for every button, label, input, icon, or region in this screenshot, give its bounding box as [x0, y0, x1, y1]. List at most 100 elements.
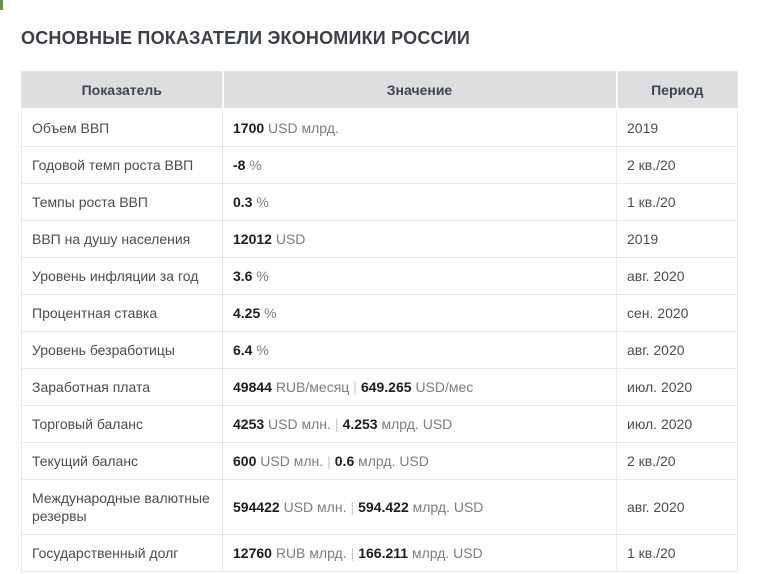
table-row: Темпы роста ВВП 0.3 % 1 кв./20 — [21, 183, 738, 221]
table-row: Текущий баланс 600 USD млн. | 0.6 млрд. US… — [21, 442, 738, 480]
value-separator — [269, 194, 277, 210]
value-primary-unit: % — [256, 268, 269, 284]
indicator-cell: Процентная ставка — [21, 294, 223, 332]
value-separator — [305, 231, 313, 247]
value-primary: 594422 — [233, 499, 280, 515]
value-secondary: 166.211 — [358, 545, 409, 561]
value-separator — [339, 120, 347, 136]
value-separator: | — [350, 545, 355, 561]
value-primary: 600 — [233, 453, 257, 469]
indicator-cell: Объем ВВП — [21, 108, 223, 147]
value-separator: | — [327, 453, 331, 469]
period-cell: 2 кв./20 — [616, 146, 738, 184]
value-secondary-unit: млрд. USD — [412, 499, 484, 515]
value-secondary: 594.422 — [358, 499, 409, 515]
indicator-cell: Международные валютные резервы — [21, 479, 223, 535]
table-row: Процентная ставка 4.25 % сен. 2020 — [21, 294, 738, 332]
indicator-cell: Уровень безработицы — [21, 331, 223, 369]
value-cell: 3.6 % — [222, 257, 617, 295]
indicator-cell: Торговый баланс — [21, 405, 223, 443]
value-primary: -8 — [233, 157, 246, 173]
period-cell: 2019 — [616, 108, 738, 147]
header-indicator: Показатель — [21, 71, 223, 110]
period-cell: 1 кв./20 — [616, 534, 738, 572]
period-cell: июл. 2020 — [616, 368, 738, 406]
table-row: Торговый баланс 4253 USD млн. | 4.253 млрд… — [21, 405, 738, 443]
table-body: Объем ВВП 1700 USD млрд. 2019 Годовой те… — [21, 108, 738, 572]
indicator-cell: Государственный долг — [21, 534, 223, 572]
value-secondary-unit: млрд. USD — [358, 453, 429, 469]
value-secondary-unit: USD/мес — [415, 379, 474, 395]
table-row: Государственный долг 12760 RUB млрд. | 166… — [21, 534, 738, 572]
value-cell: 49844 RUB/месяц | 649.265 USD/мес — [222, 368, 617, 406]
table-row: Уровень инфляции за год 3.6 % авг. 2020 — [21, 257, 738, 295]
value-primary-unit: RUB млрд. — [275, 545, 347, 561]
period-cell: июл. 2020 — [616, 405, 738, 443]
value-separator: | — [353, 379, 357, 395]
period-cell: авг. 2020 — [616, 331, 738, 369]
period-cell: сен. 2020 — [616, 294, 738, 332]
value-secondary: 4.253 — [342, 416, 378, 432]
value-primary-unit: USD млн. — [260, 453, 324, 469]
table-row: Годовой темп роста ВВП -8 % 2 кв./20 — [21, 146, 738, 184]
value-primary: 12760 — [233, 545, 272, 561]
table-row: Уровень безработицы 6.4 % авг. 2020 — [21, 331, 738, 369]
value-cell: 12012 USD — [222, 220, 617, 258]
value-separator: | — [350, 499, 355, 515]
value-primary: 49844 — [233, 379, 272, 395]
value-primary: 6.4 — [233, 342, 253, 358]
value-primary-unit: USD млн. — [268, 416, 331, 432]
value-cell: -8 % — [222, 146, 617, 184]
value-primary-unit: % — [256, 194, 269, 210]
value-cell: 6.4 % — [222, 331, 617, 369]
value-secondary-unit: млрд. USD — [381, 416, 453, 432]
indicator-cell: Заработная плата — [21, 368, 223, 406]
value-secondary: 0.6 — [334, 453, 355, 469]
table-row: Международные валютные резервы 594422 US… — [21, 479, 738, 535]
value-cell: 4.25 % — [222, 294, 617, 332]
period-cell: авг. 2020 — [616, 257, 738, 295]
value-cell: 600 USD млн. | 0.6 млрд. USD — [222, 442, 617, 480]
value-cell: 0.3 % — [222, 183, 617, 221]
header-value: Значение — [221, 71, 617, 110]
value-separator — [269, 342, 277, 358]
value-primary-unit: USD млн. — [283, 499, 347, 515]
table-row: ВВП на душу населения 12012 USD 2019 — [21, 220, 738, 258]
value-primary: 4253 — [233, 416, 265, 432]
value-primary-unit: % — [249, 157, 262, 173]
value-secondary: 649.265 — [360, 379, 412, 395]
header-period: Период — [615, 71, 738, 110]
indicator-cell: Уровень инфляции за год — [21, 257, 223, 295]
value-primary: 0.3 — [233, 194, 253, 210]
value-separator: | — [334, 416, 339, 432]
value-cell: 12760 RUB млрд. | 166.211 млрд. USD — [222, 534, 617, 572]
value-primary: 3.6 — [233, 268, 253, 284]
value-primary-unit: RUB/месяц — [275, 379, 350, 395]
indicator-cell: Текущий баланс — [21, 442, 223, 480]
screenshot-artifact — [0, 0, 3, 10]
value-primary-unit: USD — [275, 231, 306, 247]
value-primary: 4.25 — [233, 305, 261, 321]
economy-indicators-table: Показатель Значение Период Объем ВВП 170… — [21, 71, 738, 572]
value-primary-unit: USD млрд. — [268, 120, 339, 136]
value-primary: 12012 — [233, 231, 272, 247]
value-cell: 1700 USD млрд. — [222, 108, 617, 147]
period-cell: 2 кв./20 — [616, 442, 738, 480]
value-primary-unit: % — [256, 342, 269, 358]
period-cell: 1 кв./20 — [616, 183, 738, 221]
table-row: Заработная плата 49844 RUB/месяц | 649.265… — [21, 368, 738, 406]
value-primary: 1700 — [233, 120, 265, 136]
value-separator — [269, 268, 277, 284]
period-cell: 2019 — [616, 220, 738, 258]
indicator-cell: ВВП на душу населения — [21, 220, 223, 258]
page-title: ОСНОВНЫЕ ПОКАЗАТЕЛИ ЭКОНОМИКИ РОССИИ — [21, 28, 470, 48]
table-header-row: Показатель Значение Период — [21, 71, 738, 110]
value-cell: 4253 USD млн. | 4.253 млрд. USD — [222, 405, 617, 443]
indicator-cell: Годовой темп роста ВВП — [21, 146, 223, 184]
value-primary-unit: % — [264, 305, 277, 321]
period-cell: авг. 2020 — [616, 479, 738, 535]
table-row: Объем ВВП 1700 USD млрд. 2019 — [21, 108, 738, 147]
value-secondary-unit: млрд. USD — [411, 545, 483, 561]
value-separator — [262, 157, 270, 173]
